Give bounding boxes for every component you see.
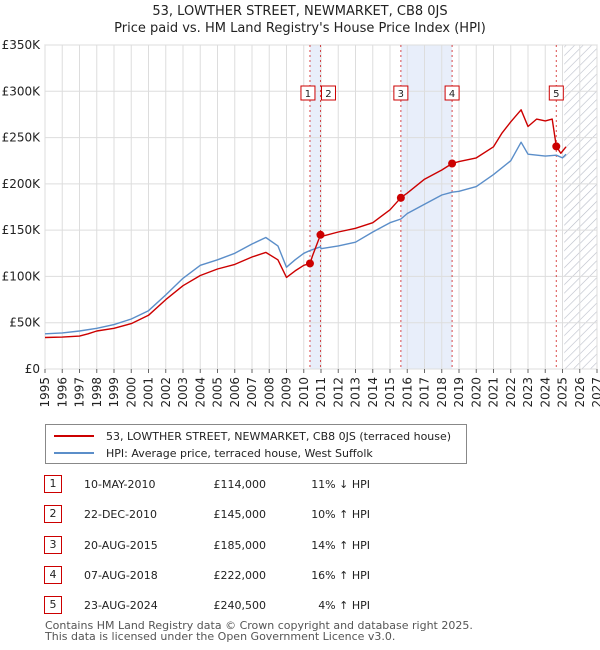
x-tick-label: 2009 [280,377,294,408]
sale-price: £240,500 [213,599,267,612]
x-tick-label: 2003 [176,377,190,408]
x-tick-label: 2014 [366,377,380,408]
legend-line-property [54,435,94,437]
sale-point [396,193,405,202]
legend-item-hpi: HPI: Average price, terraced house, West… [54,445,373,461]
sale-date: 10-MAY-2010 [84,478,156,491]
sale-badge-box [300,85,316,101]
sale-badge-box [444,85,460,101]
legend-label-property: 53, LOWTHER STREET, NEWMARKET, CB8 0JS (… [106,429,452,443]
sale-hpi-change: 4% ↑ HPI [318,599,370,612]
sale-badge-label: 1 [305,89,311,100]
x-tick-label: 2007 [245,377,259,408]
y-tick-label: £50K [9,316,41,330]
x-tick-label: 2000 [124,377,138,408]
sale-badge-box [548,85,564,101]
x-tick-label: 1995 [38,377,52,408]
x-tick-label: 2022 [504,377,518,408]
x-tick-label: 2005 [211,377,225,408]
sale-number-badge: 3 [44,536,62,554]
legend-item-property: 53, LOWTHER STREET, NEWMARKET, CB8 0JS (… [54,428,451,444]
x-tick-label: 2018 [435,377,449,408]
forecast-region [564,45,597,369]
legend-line-hpi [54,452,94,454]
x-tick-label: 2004 [193,377,207,408]
x-tick-label: 2010 [297,377,311,408]
sale-point [305,259,314,268]
table-row: 4 07-AUG-2018 £222,000 16% ↑ HPI [0,563,600,585]
x-tick-label: 2013 [349,377,363,408]
y-tick-label: £200K [2,177,42,191]
sale-number-badge: 4 [44,566,62,584]
y-tick-label: £350K [2,38,42,52]
legend-label-hpi: HPI: Average price, terraced house, West… [106,446,373,460]
x-tick-label: 2021 [487,377,501,408]
sale-price: £145,000 [213,508,267,521]
x-tick-label: 2020 [469,377,483,408]
sale-date: 20-AUG-2015 [84,539,158,552]
price-chart: £0 £50K £100K £150K £200K £250K £300K £350K 1995… [2,38,600,408]
legend: 53, LOWTHER STREET, NEWMARKET, CB8 0JS (… [45,424,467,464]
shaded-range [400,45,453,369]
sale-point [316,230,325,239]
sale-date: 07-AUG-2018 [84,569,158,582]
x-tick-label: 1997 [73,377,87,408]
x-tick-label: 2017 [418,377,432,408]
sale-hpi-change: 11% ↓ HPI [311,478,370,491]
footer-license: This data is licensed under the Open Gov… [45,630,396,643]
y-tick-label: £0 [25,362,40,376]
sale-badge-box [320,85,336,101]
chart-title-line2: Price paid vs. HM Land Registry's House … [114,21,486,36]
sale-badge-label: 2 [325,89,331,100]
sale-date: 23-AUG-2024 [84,599,158,612]
x-tick-label: 1998 [90,377,104,408]
sale-number-badge: 2 [44,505,62,523]
sale-number-badge: 5 [44,596,62,614]
x-tick-label: 2012 [331,377,345,408]
y-tick-label: £250K [2,131,42,145]
table-row: 1 10-MAY-2010 £114,000 11% ↓ HPI [0,472,600,494]
x-tick-label: 2011 [314,377,328,408]
chart-title-line1: 53, LOWTHER STREET, NEWMARKET, CB8 0JS [152,4,448,19]
sale-hpi-change: 14% ↑ HPI [311,539,370,552]
x-tick-label: 2024 [538,377,552,408]
sale-badge-box [393,85,409,101]
sale-badge-label: 3 [398,89,404,100]
sale-date: 22-DEC-2010 [84,508,158,521]
table-row: 2 22-DEC-2010 £145,000 10% ↑ HPI [0,502,600,524]
x-tick-label: 2002 [159,377,173,408]
sale-price: £185,000 [213,539,267,552]
y-tick-label: £300K [2,84,42,98]
x-tick-label: 2001 [142,377,156,408]
sale-price: £222,000 [213,569,267,582]
x-tick-label: 1996 [55,377,69,408]
x-tick-label: 2008 [262,377,276,408]
sale-hpi-change: 10% ↑ HPI [311,508,370,521]
x-tick-label: 1999 [107,377,121,408]
table-row: 5 23-AUG-2024 £240,500 4% ↑ HPI [0,593,600,615]
sale-hpi-change: 16% ↑ HPI [311,569,370,582]
x-tick-label: 2006 [228,377,242,408]
x-tick-label: 2016 [400,377,414,408]
x-tick-label: 2019 [452,377,466,408]
x-tick-label: 2015 [383,377,397,408]
shaded-range [309,45,321,369]
hpi-line [44,141,567,335]
sale-point [448,159,457,168]
sale-badge-label: 5 [553,89,559,100]
y-tick-label: £100K [2,269,42,283]
x-tick-label: 2026 [573,377,587,408]
x-tick-label: 2023 [521,377,535,408]
table-row: 3 20-AUG-2015 £185,000 14% ↑ HPI [0,533,600,555]
footer-copyright: Contains HM Land Registry data © Crown c… [45,619,473,632]
x-tick-label: 2027 [590,377,600,408]
y-tick-label: £150K [2,223,42,237]
x-tick-label: 2025 [556,377,570,408]
sale-number-badge: 1 [44,475,62,493]
sale-badge-label: 4 [449,89,455,100]
sale-point [552,142,561,151]
sale-price: £114,000 [213,478,267,491]
